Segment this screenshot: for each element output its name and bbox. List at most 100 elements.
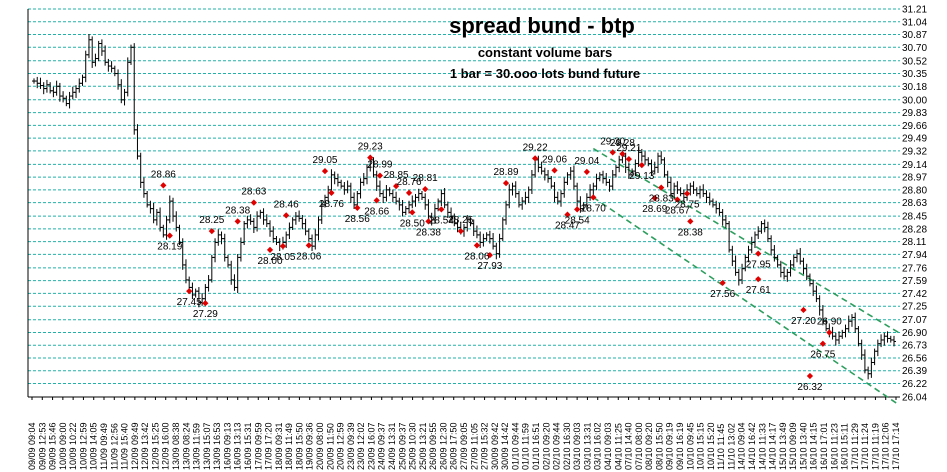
y-tick-label: 26.22 bbox=[902, 379, 927, 390]
pivot-marker bbox=[283, 212, 290, 219]
pivot-label: 27.56 bbox=[710, 289, 735, 300]
x-tick-label: 26/09 09:55 bbox=[428, 422, 438, 470]
x-tick-label: 10/09 12:59 bbox=[78, 422, 88, 470]
y-tick-label: 26.90 bbox=[902, 328, 927, 339]
x-tick-label: 25/09 10:30 bbox=[408, 422, 418, 470]
x-tick-label: 23/09 12:02 bbox=[356, 422, 366, 470]
y-tick-label: 30.87 bbox=[902, 30, 927, 41]
x-tick-label: 13/09 16:53 bbox=[212, 422, 222, 470]
pivot-marker bbox=[354, 204, 361, 211]
y-tick-label: 26.73 bbox=[902, 341, 927, 352]
pivot-label: 28.50 bbox=[400, 218, 425, 229]
x-tick-label: 10/10 15:20 bbox=[706, 422, 716, 470]
pivot-label: 28.81 bbox=[413, 173, 438, 184]
pivot-label: 28.25 bbox=[199, 215, 224, 226]
x-tick-label: 27/09 09:05 bbox=[459, 422, 469, 470]
x-tick-label: 18/09 09:31 bbox=[274, 422, 284, 470]
pivot-label: 28.19 bbox=[157, 242, 182, 253]
y-tick-label: 28.97 bbox=[902, 173, 927, 184]
pivot-label: 28.63 bbox=[241, 187, 266, 198]
x-tick-label: 26/09 12:30 bbox=[438, 422, 448, 470]
x-tick-label: 14/10 16:42 bbox=[747, 422, 757, 470]
pivot-label: 28.54 bbox=[565, 215, 590, 226]
y-tick-label: 29.14 bbox=[902, 160, 927, 171]
pivot-marker bbox=[166, 232, 173, 239]
y-tick-label: 27.42 bbox=[902, 289, 927, 300]
pivot-marker bbox=[376, 172, 384, 179]
x-tick-label: 16/09 13:13 bbox=[233, 422, 243, 470]
chart-subtitle-2: 1 bar = 30.ooo lots bund future bbox=[450, 66, 640, 81]
x-tick-label: 09/09 15:46 bbox=[48, 422, 58, 470]
x-tick-label: 10/09 09:00 bbox=[58, 422, 68, 470]
y-tick-label: 30.70 bbox=[902, 43, 927, 54]
pivot-label: 26.32 bbox=[797, 382, 822, 393]
y-tick-label: 29.49 bbox=[902, 134, 927, 145]
pivot-label: 27.20 bbox=[791, 316, 816, 327]
pivot-marker bbox=[806, 372, 814, 380]
y-tick-label: 28.28 bbox=[902, 224, 927, 235]
x-tick-label: 17/10 17:14 bbox=[891, 422, 901, 470]
y-tick-label: 28.11 bbox=[902, 237, 927, 248]
x-tick-label: 13/09 11:59 bbox=[192, 423, 202, 470]
pivot-label: 28.83 bbox=[649, 194, 674, 205]
pivot-label: 28.99 bbox=[367, 160, 392, 171]
x-tick-label: 14/10 14:17 bbox=[768, 422, 778, 470]
pivot-labels: 28.8628.1928.6328.3828.2527.4527.2928.46… bbox=[151, 136, 842, 393]
y-tick-label: 27.94 bbox=[902, 250, 927, 261]
pivot-marker bbox=[551, 167, 558, 174]
x-tick-label: 01/10 11:59 bbox=[521, 423, 531, 470]
pivot-marker bbox=[755, 276, 762, 283]
pivot-marker bbox=[583, 168, 590, 175]
pivot-marker bbox=[502, 180, 510, 187]
pivot-marker bbox=[405, 189, 413, 196]
pivot-label: 27.61 bbox=[746, 285, 771, 296]
pivot-label: 26.75 bbox=[810, 350, 835, 361]
x-tick-label: 09/09 12:53 bbox=[37, 422, 47, 470]
x-tick-label: 10/09 10:22 bbox=[68, 422, 78, 470]
x-tick-label: 18/09 11:49 bbox=[284, 423, 294, 470]
chart-title: spread bund - btp bbox=[449, 13, 635, 38]
x-tick-label: 30/09 14:42 bbox=[500, 422, 510, 470]
x-tick-label: 25/09 09:37 bbox=[397, 422, 407, 470]
pivot-marker bbox=[422, 186, 429, 193]
pivot-label: 29.05 bbox=[312, 155, 337, 166]
x-tick-label: 14/10 11:33 bbox=[757, 423, 767, 470]
y-tick-label: 28.45 bbox=[902, 212, 927, 223]
y-tick-label: 30.52 bbox=[902, 56, 927, 67]
x-tick-label: 18/09 15:50 bbox=[294, 422, 304, 470]
pivot-marker bbox=[826, 329, 833, 336]
pivot-marker bbox=[186, 288, 193, 295]
y-tick-label: 29.83 bbox=[902, 108, 927, 119]
x-tick-label: 17/10 11:24 bbox=[860, 423, 870, 470]
x-tick-label: 02/10 16:30 bbox=[562, 422, 572, 470]
chart-subtitle-1: constant volume bars bbox=[478, 45, 612, 60]
x-tick-label: 11/10 11:45 bbox=[716, 424, 726, 470]
y-tick-label: 31.21 bbox=[902, 5, 927, 16]
pivot-label: 29.28 bbox=[610, 138, 635, 149]
x-axis: 09/09 09:04 09/09 12:53 09/09 15:46 10/09 0… bbox=[27, 397, 901, 470]
x-tick-label: 16/09 09:13 bbox=[222, 422, 232, 470]
pivot-label: 28.86 bbox=[151, 169, 176, 180]
pivot-label: 26.90 bbox=[817, 316, 842, 327]
y-tick-label: 27.59 bbox=[902, 276, 927, 287]
pivot-label: 28.76 bbox=[397, 177, 422, 188]
y-tick-label: 28.63 bbox=[902, 198, 927, 209]
y-tick-label: 26.39 bbox=[902, 366, 927, 377]
pivot-marker bbox=[160, 182, 167, 189]
pivot-label: 27.45 bbox=[177, 297, 202, 308]
x-tick-label: 15/10 13:49 bbox=[778, 422, 788, 470]
x-tick-label: 02/10 09:44 bbox=[552, 422, 562, 470]
y-tick-label: 27.07 bbox=[902, 315, 927, 326]
y-tick-label: 27.25 bbox=[902, 302, 927, 313]
pivot-marker bbox=[321, 167, 329, 175]
pivot-label: 29.04 bbox=[574, 156, 599, 167]
pivot-marker bbox=[574, 206, 581, 213]
pivot-label: 28.75 bbox=[675, 200, 700, 211]
pivot-marker bbox=[409, 209, 416, 216]
pivot-marker bbox=[250, 199, 257, 206]
x-tick-label: 17/10 11:19 bbox=[870, 423, 880, 470]
x-tick-label: 30/09 09:42 bbox=[490, 422, 500, 470]
pivot-label: 28.46 bbox=[274, 199, 299, 210]
